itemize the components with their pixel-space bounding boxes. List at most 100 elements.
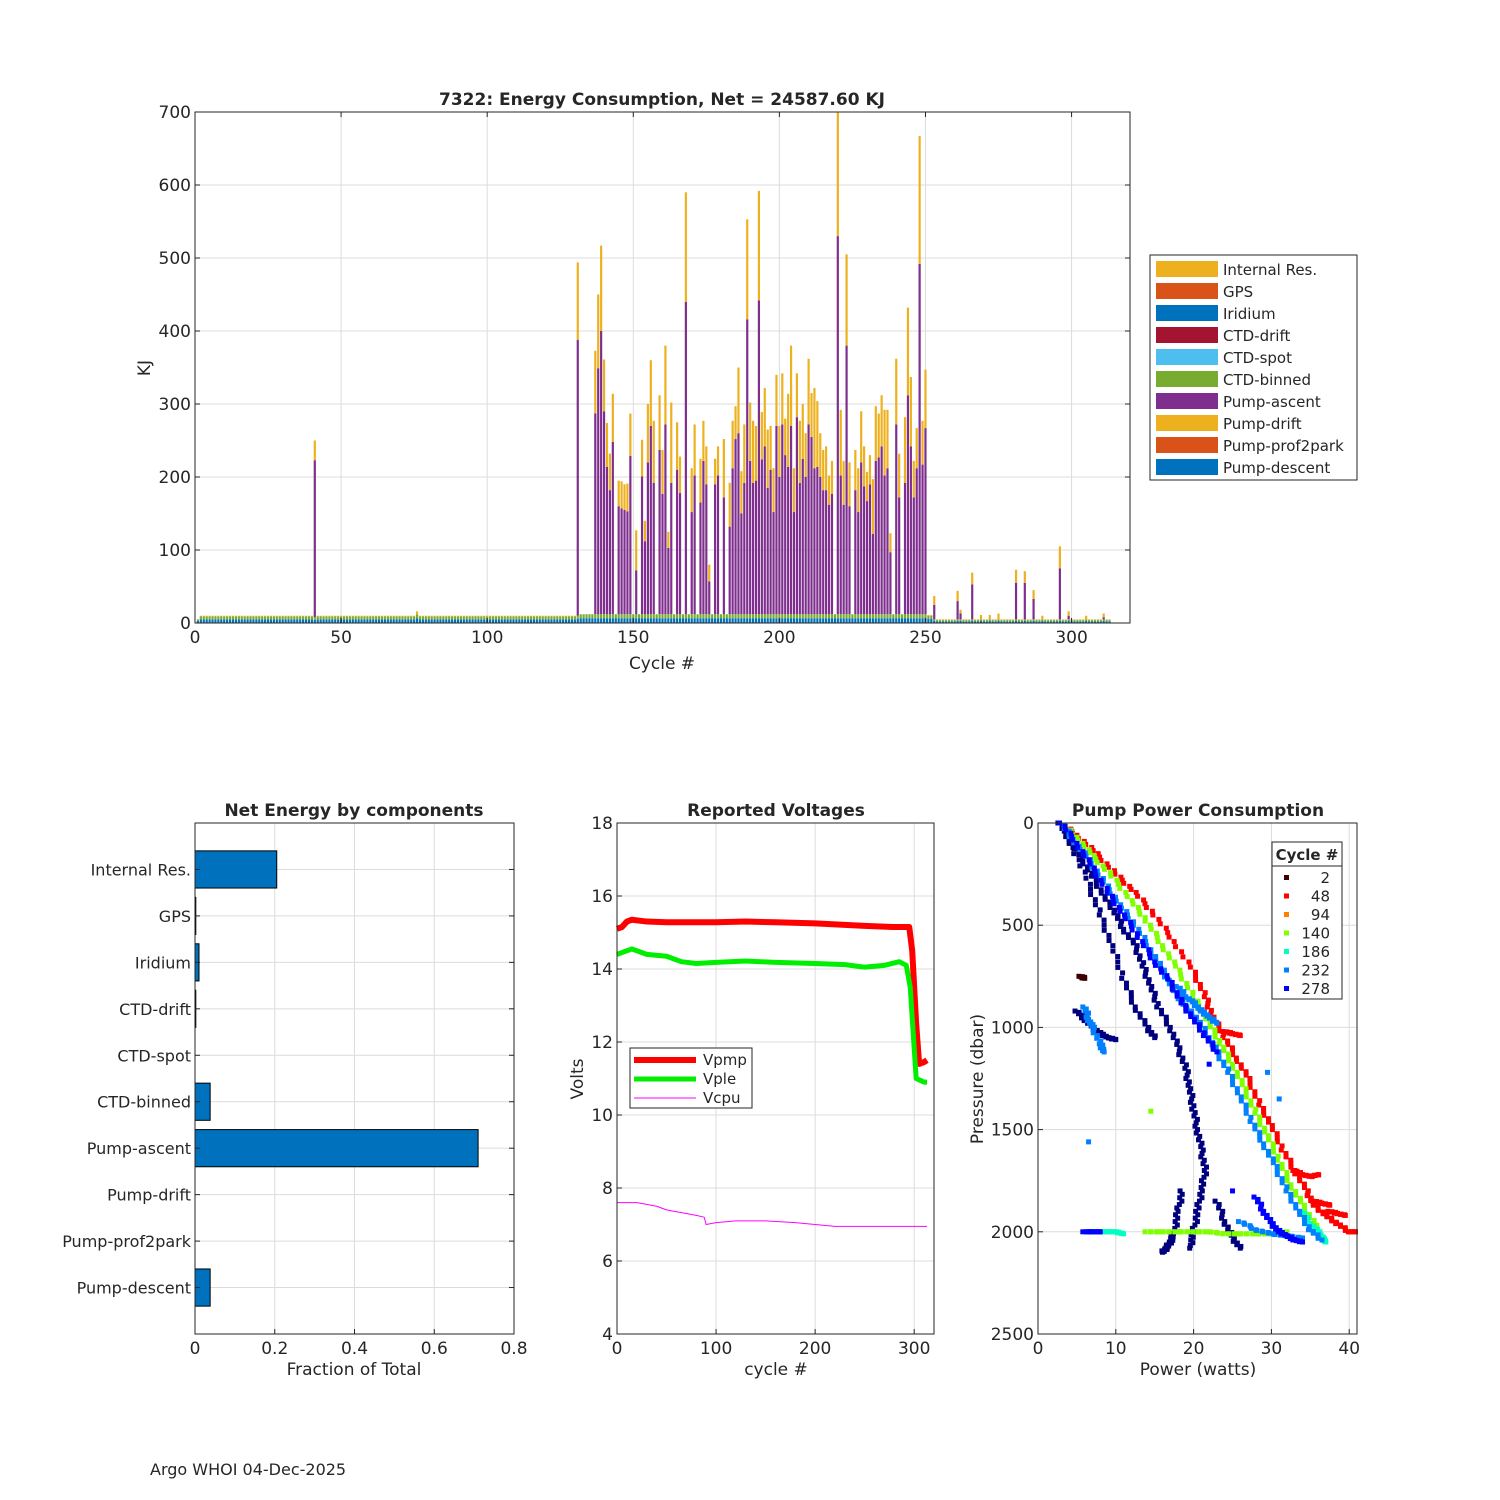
bar-segment-binned — [1105, 620, 1108, 622]
legend-label: 278 — [1301, 980, 1330, 998]
bar-segment-res — [1087, 619, 1091, 621]
bar-segment-binned — [246, 616, 249, 620]
bar-segment-res — [567, 615, 571, 617]
bar-segment-ascent — [886, 468, 889, 615]
scatter-point — [1310, 1202, 1316, 1208]
scatter-point — [1265, 1148, 1271, 1154]
bar-segment-binned — [959, 619, 962, 621]
scatter-point — [1080, 840, 1086, 846]
category-label: Pump-prof2park — [62, 1232, 192, 1251]
scatter-point — [1168, 1240, 1174, 1246]
scatter-point — [1191, 1003, 1197, 1009]
bar-segment-res — [1017, 619, 1021, 621]
bar-segment-binned — [477, 616, 480, 620]
bar-segment-res — [798, 420, 801, 483]
bar-segment-ascent — [798, 482, 801, 615]
bar-segment-descent — [278, 619, 281, 623]
scatter-point — [1129, 898, 1135, 904]
bar-segment-res — [296, 615, 299, 617]
bar-segment-binned — [941, 620, 945, 622]
scatter-point — [1284, 1174, 1290, 1180]
bar-segment-descent — [1044, 621, 1047, 623]
scatter-point — [1293, 1169, 1299, 1175]
bar-segment-ascent — [754, 480, 758, 615]
bar-segment-descent — [865, 618, 869, 623]
bar-segment-descent — [369, 619, 372, 623]
scatter-point — [1082, 975, 1088, 981]
scatter-point — [1147, 922, 1153, 928]
bar-segment-res — [883, 409, 886, 476]
scatter-point — [1194, 1116, 1200, 1122]
bar-segment-binned — [673, 614, 676, 619]
bar-segment-res — [865, 471, 869, 502]
bar-segment-res — [994, 619, 997, 621]
scatter-point — [1124, 912, 1130, 918]
bar-segment-descent — [509, 619, 512, 623]
bar-segment-res — [1023, 571, 1026, 583]
bar-segment-ascent — [731, 468, 734, 615]
scatter-point — [1165, 930, 1171, 936]
bar-segment-descent — [822, 618, 825, 623]
scatter-point — [1082, 1008, 1088, 1014]
scatter-point — [1148, 987, 1154, 993]
bar-segment-descent — [968, 621, 971, 623]
bar-segment-res — [535, 615, 538, 617]
bar-segment-res — [407, 615, 410, 617]
bar-segment-res — [918, 136, 921, 264]
scatter-point — [1262, 1125, 1268, 1131]
bar-segment-binned — [781, 614, 784, 619]
bar-segment-res — [500, 615, 503, 617]
scatter-point — [1179, 996, 1185, 1002]
bar-segment-res — [1035, 619, 1038, 621]
bar-segment-descent — [909, 618, 912, 623]
x-axis-label: Power (watts) — [1140, 1360, 1257, 1380]
legend-label: Pump-drift — [1223, 415, 1302, 433]
scatter-point — [1288, 1182, 1294, 1188]
bar-segment-binned — [716, 614, 720, 619]
scatter-point — [1265, 1116, 1271, 1122]
bar-segment-descent — [427, 619, 430, 623]
bar-segment-binned — [1012, 620, 1015, 622]
scatter-point — [1261, 1112, 1267, 1118]
bar-segment-descent — [1050, 621, 1053, 623]
scatter-point — [1301, 1214, 1307, 1220]
bar-segment-res — [822, 449, 825, 491]
scatter-point — [1195, 1005, 1201, 1011]
legend-marker — [1284, 912, 1289, 917]
scatter-point — [1115, 1230, 1121, 1236]
bar-segment-binned — [252, 616, 255, 620]
scatter-point — [1212, 1027, 1218, 1033]
scatter-point — [1152, 994, 1158, 1000]
bar-segment-res — [424, 615, 427, 617]
scatter-point — [1174, 1205, 1180, 1211]
scatter-point — [1338, 1211, 1344, 1217]
scatter-point — [1131, 919, 1137, 925]
scatter-point — [1094, 1035, 1100, 1041]
bar-segment-res — [334, 615, 337, 617]
scatter-point — [1169, 986, 1175, 992]
bar-segment-descent — [582, 618, 585, 623]
scatter-point — [1270, 1149, 1276, 1155]
bar-segment-ascent — [597, 368, 600, 615]
scatter-point — [1220, 1028, 1226, 1034]
bar-segment-binned — [1003, 620, 1006, 622]
scatter-point — [1086, 1229, 1092, 1235]
scatter-point — [1074, 834, 1080, 840]
y-tick-label: 8 — [602, 1179, 613, 1199]
bar-segment-binned — [614, 614, 617, 619]
bar-segment-binned — [649, 614, 652, 619]
bar-segment-binned — [562, 616, 565, 620]
scatter-point — [1158, 1007, 1164, 1013]
y-tick-label: 14 — [591, 960, 613, 980]
bar-segment-descent — [1032, 620, 1035, 623]
scatter-point — [1247, 1084, 1253, 1090]
bar-segment-binned — [979, 619, 983, 621]
bar-segment-descent — [1009, 621, 1012, 623]
bar-segment-ascent — [576, 339, 579, 616]
bar-segment-res — [1020, 619, 1023, 621]
bar-segment-res — [243, 615, 246, 617]
bar-segment-binned — [971, 619, 974, 621]
bar-segment-res — [933, 595, 936, 605]
